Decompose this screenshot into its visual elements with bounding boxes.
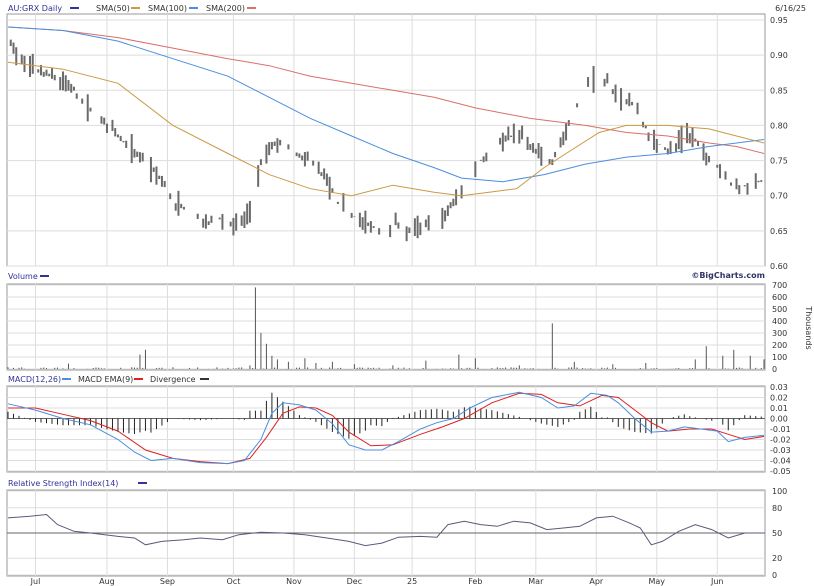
price-title: AU:GRX Daily [8, 4, 62, 13]
volume-tick-label: 300 [772, 329, 787, 338]
legend-sma100: SMA(100) [148, 4, 187, 13]
rsi-tick-label: 80 [772, 504, 782, 513]
volume-title: Volume [8, 272, 38, 281]
volume-tick-label: 700 [772, 281, 787, 290]
volume-panel: Volume 700 600 500 400 300 200 100 0 Thousands [6, 272, 813, 374]
x-tick-label: Jul [30, 577, 41, 586]
price-grid [7, 14, 765, 267]
rsi-tick-label: 50 [772, 529, 782, 538]
rsi-y-axis: 100 80 50 20 0 [772, 487, 787, 580]
macd-line [7, 391, 765, 465]
x-tick-label: Apr [589, 577, 604, 586]
x-tick-label: Jun [710, 577, 724, 586]
price-bars [9, 39, 763, 242]
volume-tick-label: 100 [772, 353, 787, 362]
legend-macd-ema: MACD EMA(9) [78, 375, 133, 384]
price-tick-label: 0.95 [770, 16, 788, 25]
x-tick-label: Dec [347, 577, 362, 586]
macd-lines [7, 391, 765, 465]
x-tick-label: May [649, 577, 666, 586]
volume-tick-label: 400 [772, 317, 787, 326]
macd-title: MACD(12,26) [8, 375, 61, 384]
macd-tick-label: -0.03 [770, 446, 791, 455]
macd-tick-label: 0.01 [770, 404, 788, 413]
legend-sma50: SMA(50) [96, 4, 130, 13]
macd-tick-label: -0.02 [770, 436, 791, 445]
x-tick-label: Oct [227, 577, 241, 586]
rsi-line [7, 513, 764, 547]
price-panel: AU:GRX Daily SMA(50) SMA(100) SMA(200) 6… [6, 4, 806, 280]
macd-tick-label: 0.03 [770, 383, 788, 392]
x-tick-label: Aug [99, 577, 115, 586]
volume-plot-frame [6, 283, 766, 371]
macd-tick-label: 0.02 [770, 394, 788, 403]
macd-tick-label: -0.05 [770, 467, 791, 476]
price-y-axis: 0.95 0.90 0.85 0.80 0.75 0.70 0.65 0.60 [770, 16, 788, 271]
watermark: ©BigCharts.com [691, 271, 765, 280]
legend-sma200: SMA(200) [206, 4, 245, 13]
x-tick-label: Feb [468, 577, 482, 586]
macd-grid [7, 386, 765, 472]
x-tick-label: Nov [286, 577, 302, 586]
macd-tick-label: -0.04 [770, 457, 791, 466]
sma100-line [7, 26, 765, 183]
macd-y-axis: 0.03 0.020.01 0.00-0.01 -0.02-0.03 -0.04-0.0… [770, 383, 791, 476]
legend-divergence: Divergence [150, 375, 196, 384]
x-tick-label: Sep [160, 577, 175, 586]
sma50-line [7, 61, 765, 197]
price-tick-label: 0.90 [770, 51, 788, 60]
volume-tick-label: 600 [772, 293, 787, 302]
price-tick-label: 0.80 [770, 121, 788, 130]
price-date-label: 6/16/25 [775, 4, 806, 13]
macd-divergence-bars [7, 392, 762, 439]
volume-tick-label: 200 [772, 341, 787, 350]
price-plot-frame [6, 13, 766, 267]
rsi-title: Relative Strength Index(14) [8, 479, 118, 488]
volume-tick-label: 0 [772, 365, 777, 374]
rsi-tick-label: 20 [772, 554, 782, 563]
price-moving-averages [7, 26, 765, 197]
rsi-tick-label: 0 [772, 571, 777, 580]
macd-panel: MACD(12,26) MACD EMA(9) Divergence 0.030… [6, 375, 791, 476]
price-tick-label: 0.70 [770, 192, 788, 201]
volume-grid [7, 284, 765, 370]
volume-bars [7, 287, 765, 369]
x-tick-label: Mar [528, 577, 544, 586]
price-tick-label: 0.75 [770, 157, 788, 166]
rsi-panel: Relative Strength Index(14) 100 80 50 20 0 [6, 479, 787, 580]
price-tick-label: 0.85 [770, 86, 788, 95]
rsi-grid [7, 490, 765, 576]
macd-tick-label: -0.01 [770, 425, 791, 434]
volume-tick-label: 500 [772, 305, 787, 314]
x-tick-label: 25 [407, 577, 417, 586]
x-axis: Jul Aug Sep Oct Nov Dec 25 Feb Mar Apr May Jun [30, 577, 724, 586]
volume-y-axis: 700 600 500 400 300 200 100 0 [772, 281, 787, 374]
rsi-tick-label: 100 [772, 487, 787, 496]
sma200-line [7, 26, 765, 154]
macd-tick-label: 0.00 [770, 415, 788, 424]
macd-signal-line [8, 392, 765, 465]
price-tick-label: 0.65 [770, 227, 788, 236]
price-tick-label: 0.60 [770, 262, 788, 271]
rsi-series-line [7, 513, 764, 547]
volume-unit-label: Thousands [804, 305, 813, 349]
